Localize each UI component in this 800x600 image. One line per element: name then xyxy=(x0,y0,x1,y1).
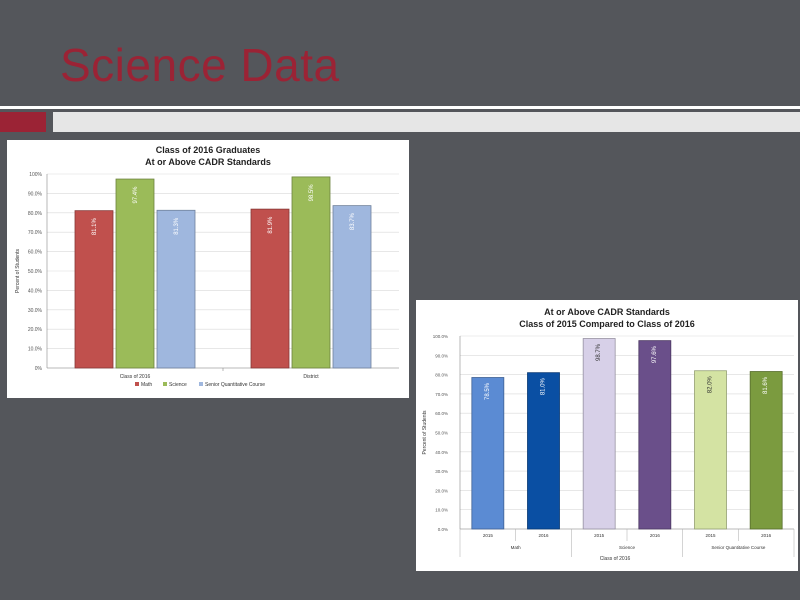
slide-title: Science Data xyxy=(60,39,340,91)
chart-1-legend-swatch xyxy=(135,382,139,386)
chart-2-x-axis-label: Class of 2016 xyxy=(600,556,631,562)
chart-1-x-tick-label: Class of 2016 xyxy=(120,374,151,380)
chart-1-y-tick-label: 80.0% xyxy=(28,211,43,217)
chart-2-bar xyxy=(582,338,616,530)
chart-1-y-tick-label: 0% xyxy=(35,366,43,372)
chart-2-data-label: 98.7% xyxy=(596,343,602,361)
chart-2-group-label: Senior Quantitative Course xyxy=(711,545,766,550)
chart-1-bar xyxy=(74,210,114,369)
chart-2-subtitle: Class of 2015 Compared to Class of 2016 xyxy=(519,319,695,329)
chart-1-data-label: 81.3% xyxy=(174,217,180,235)
chart-2-x-tick-label: 2016 xyxy=(650,533,661,538)
chart-2-title: At or Above CADR Standards xyxy=(544,307,670,317)
chart-1-x-tick-label: District xyxy=(303,374,319,380)
chart-1-y-tick-label: 10.0% xyxy=(28,347,43,353)
chart-2-y-tick-label: 0.0% xyxy=(438,527,448,532)
chart-2-y-axis-label: Percent of Students xyxy=(422,410,428,454)
chart-1-bar xyxy=(332,205,372,369)
chart-2-x-tick-label: 2015 xyxy=(705,533,716,538)
chart-2-y-tick-label: 80.0% xyxy=(435,373,448,378)
chart-2-y-tick-label: 40.0% xyxy=(435,450,448,455)
chart-1-y-axis-label: Percent of Students xyxy=(15,249,21,293)
chart-1-legend-label: Math xyxy=(141,382,152,388)
chart-2015-vs-2016: At or Above CADR Standards Class of 2015 … xyxy=(416,300,798,571)
chart-1-y-tick-label: 70.0% xyxy=(28,230,43,236)
chart-1-data-label: 83.7% xyxy=(350,212,356,230)
chart-1-legend-swatch xyxy=(199,382,203,386)
accent-bar-red xyxy=(0,112,46,132)
chart-2-data-label: 97.6% xyxy=(652,345,658,363)
chart-1-y-tick-label: 100% xyxy=(29,172,42,178)
chart-2-bar xyxy=(471,377,505,530)
chart-1-y-tick-label: 30.0% xyxy=(28,308,43,314)
chart-2-y-tick-label: 10.0% xyxy=(435,508,448,513)
chart-1-data-label: 81.1% xyxy=(92,217,98,235)
chart-1-svg: Class of 2016 Graduates At or Above CADR … xyxy=(15,145,399,388)
chart-2-group-label: Math xyxy=(511,545,522,550)
accent-bar-light xyxy=(53,112,800,132)
chart-2-group-label: Science xyxy=(619,545,636,550)
chart-2-bar xyxy=(749,371,783,530)
chart-2-data-label: 82.0% xyxy=(708,376,714,394)
chart-1-legend-label: Senior Quantitative Course xyxy=(205,382,265,388)
chart-1-legend-swatch xyxy=(163,382,167,386)
chart-2-bar xyxy=(527,372,560,530)
chart-2-y-tick-label: 100.0% xyxy=(433,334,448,339)
chart-2-x-tick-label: 2015 xyxy=(594,533,605,538)
chart-2-x-tick-label: 2015 xyxy=(483,533,494,538)
chart-2-bar xyxy=(694,370,727,530)
chart-2-x-tick-label: 2016 xyxy=(538,533,549,538)
chart-2-data-label: 81.0% xyxy=(541,378,547,396)
chart-1-y-tick-label: 90.0% xyxy=(28,191,43,197)
chart-1-legend-label: Science xyxy=(169,382,187,388)
chart-2-svg: At or Above CADR Standards Class of 2015 … xyxy=(422,307,795,562)
chart-1-title: Class of 2016 Graduates xyxy=(156,145,261,155)
chart-2-data-label: 78.5% xyxy=(485,382,491,400)
chart-class-of-2016-graduates: Class of 2016 Graduates At or Above CADR … xyxy=(7,140,409,398)
chart-2-y-tick-label: 20.0% xyxy=(435,488,448,493)
chart-1-y-tick-label: 50.0% xyxy=(28,269,43,275)
chart-2-y-tick-label: 30.0% xyxy=(435,469,448,474)
chart-2-x-tick-label: 2016 xyxy=(761,533,772,538)
chart-2-y-tick-label: 90.0% xyxy=(435,353,448,358)
chart-1-bar xyxy=(156,209,196,369)
chart-1-y-tick-label: 20.0% xyxy=(28,327,43,333)
chart-1-bar xyxy=(115,178,155,369)
chart-1-y-tick-label: 60.0% xyxy=(28,250,43,256)
chart-2-y-tick-label: 60.0% xyxy=(435,411,448,416)
chart-2-data-label: 81.6% xyxy=(763,376,769,394)
chart-1-data-label: 98.5% xyxy=(309,184,315,202)
chart-1-y-tick-label: 40.0% xyxy=(28,288,43,294)
chart-1-bar xyxy=(250,208,290,369)
title-divider-line xyxy=(0,106,800,109)
chart-2-bar xyxy=(638,340,672,530)
chart-1-data-label: 81.9% xyxy=(268,216,274,234)
chart-1-data-label: 97.4% xyxy=(133,186,139,204)
chart-1-bar xyxy=(291,176,331,369)
chart-1-subtitle: At or Above CADR Standards xyxy=(145,157,271,167)
chart-2-y-tick-label: 50.0% xyxy=(435,431,448,436)
chart-2-y-tick-label: 70.0% xyxy=(435,392,448,397)
